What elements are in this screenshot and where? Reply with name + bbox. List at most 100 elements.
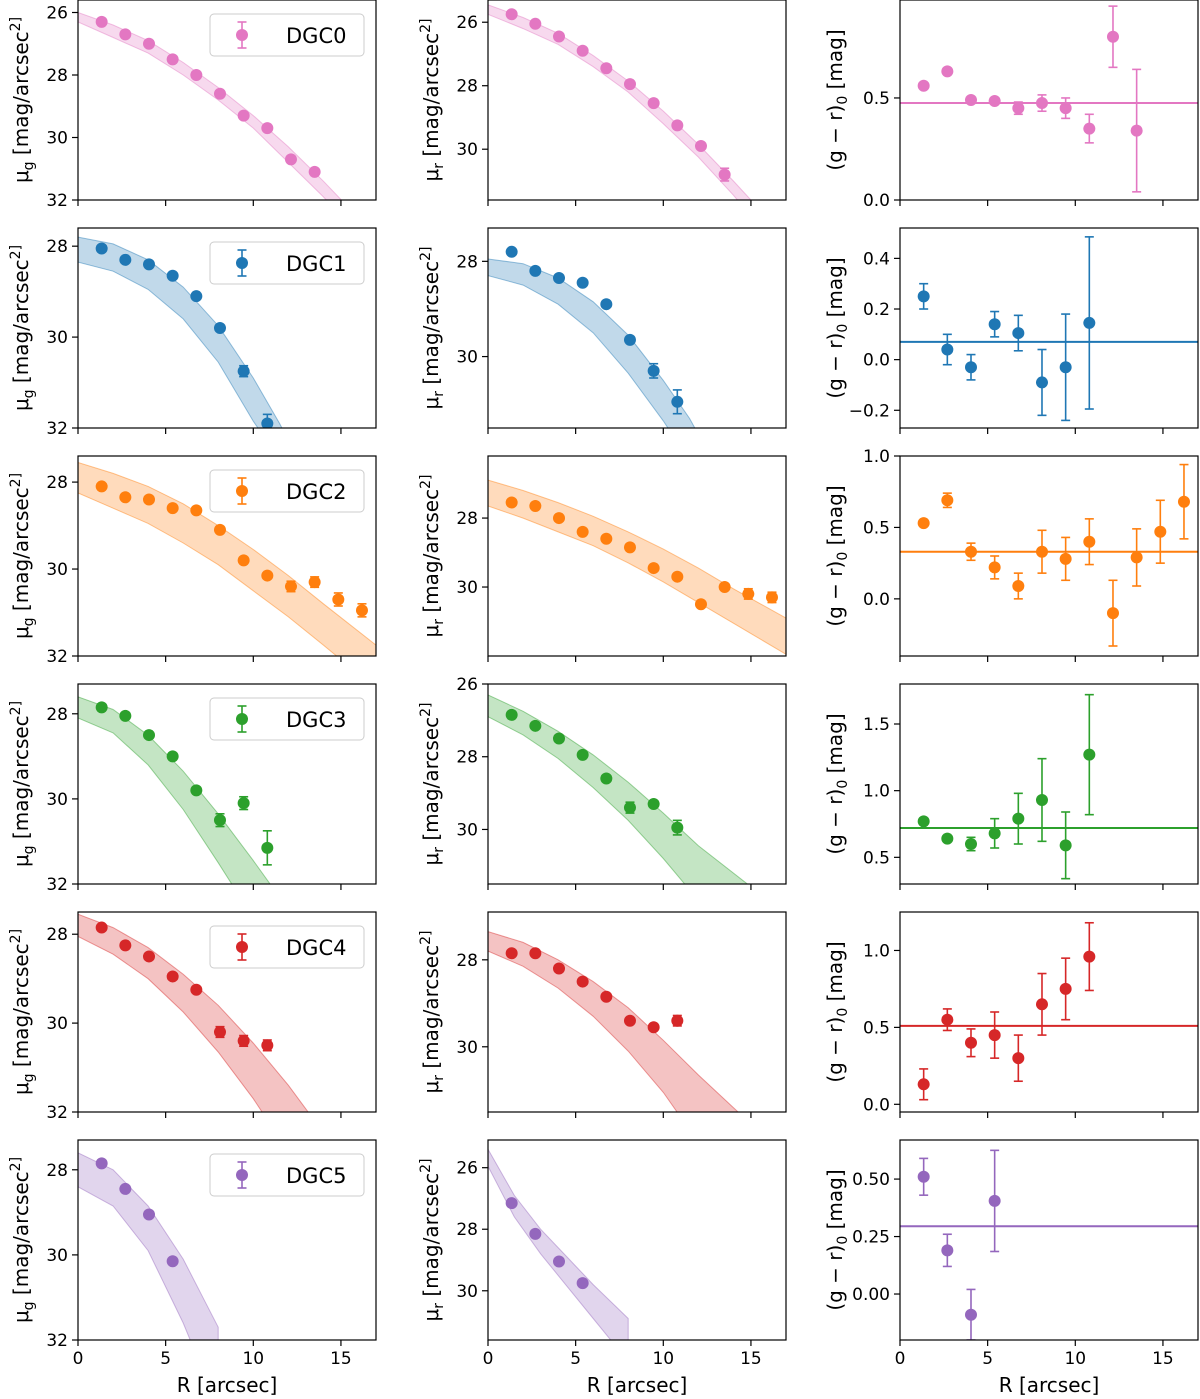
dgc1-mu-r-panel: 28 30 μr [mag/arcsec2]	[418, 227, 787, 434]
data-point	[1083, 535, 1096, 548]
data-point	[213, 322, 226, 334]
y-tick-label: 0.25	[852, 1228, 890, 1248]
data-point	[964, 361, 977, 374]
y-tick-label: 30	[456, 1282, 478, 1302]
axes-frame	[77, 227, 377, 429]
y-axis-label: (g − r)0 [mag]	[823, 29, 851, 170]
y-tick-label: 30	[456, 140, 478, 160]
data-point	[95, 701, 108, 714]
y-axis-label: μr [mag/arcsec2]	[418, 703, 447, 866]
data-point	[237, 797, 250, 810]
y-axis-label: μg [mag/arcsec2]	[8, 245, 37, 411]
y-axis-label: μg [mag/arcsec2]	[8, 473, 37, 639]
y-tick-label: 28	[46, 237, 68, 257]
data-point	[1012, 327, 1025, 340]
data-point	[1130, 124, 1143, 137]
data-point	[941, 65, 954, 78]
y-tick-label: 0.5	[863, 1018, 890, 1038]
data-point	[213, 814, 226, 827]
legend-marker	[236, 1169, 248, 1181]
dgc1-mu-g-panel: 28 30 32 μg [mag/arcsec2] DGC1	[8, 227, 377, 439]
data-point	[988, 827, 1001, 840]
axes-frame	[487, 455, 787, 657]
model-band	[78, 913, 309, 1112]
x-tick-label: 0	[483, 1349, 494, 1369]
data-point	[261, 841, 274, 854]
data-point	[552, 962, 565, 975]
dgc3-mu-r-panel: 26 28 30 μr [mag/arcsec2]	[418, 675, 787, 890]
plot-area	[488, 479, 786, 655]
y-tick-label: 0.4	[863, 249, 890, 269]
data-point	[190, 69, 203, 81]
y-tick-label: 28	[46, 705, 68, 725]
data-point	[119, 253, 132, 266]
y-axis-label: (g − r)0 [mag]	[823, 941, 851, 1082]
data-point	[1059, 361, 1072, 374]
data-point	[917, 1170, 930, 1183]
y-tick-label: 0.5	[863, 848, 890, 868]
data-point	[552, 512, 565, 525]
data-point	[964, 545, 977, 558]
dgc4-color-profile-panel: 0.0 0.5 1.0 (g − r)0 [mag]	[823, 911, 1199, 1118]
plot-area	[900, 236, 1198, 422]
data-point	[552, 272, 565, 284]
data-point	[988, 561, 1001, 574]
x-axis-label: R [arcsec]	[177, 1373, 278, 1397]
data-point	[190, 290, 203, 303]
y-tick-label: 0.5	[863, 89, 890, 109]
legend-label: DGC4	[286, 936, 346, 960]
data-point	[552, 732, 565, 745]
data-point	[964, 94, 977, 106]
legend-marker	[236, 941, 248, 953]
data-point	[576, 1277, 589, 1290]
data-point	[988, 318, 1001, 331]
y-axis-label: μg [mag/arcsec2]	[8, 701, 37, 867]
dgc0-color-profile-panel: 0.0 0.5 (g − r)0 [mag]	[823, 0, 1199, 211]
data-point	[1083, 748, 1096, 761]
y-tick-label: 30	[46, 1246, 68, 1266]
data-point	[1035, 998, 1048, 1011]
data-point	[917, 1078, 930, 1091]
y-tick-label: 1.0	[863, 447, 890, 467]
legend-label: DGC1	[286, 252, 346, 276]
legend	[209, 697, 365, 741]
data-point	[308, 165, 321, 178]
data-point	[1059, 552, 1072, 565]
data-point	[718, 581, 731, 594]
data-point	[576, 276, 589, 289]
data-point	[600, 532, 613, 545]
data-point	[647, 562, 660, 575]
data-point	[237, 554, 250, 567]
data-point	[765, 591, 778, 604]
data-point	[142, 493, 155, 506]
data-point	[1035, 376, 1048, 389]
data-point	[917, 517, 930, 530]
model-band	[78, 461, 376, 656]
dgc2-color-profile-panel: 0.0 0.5 1.0 (g − r)0 [mag]	[823, 447, 1199, 662]
data-point	[647, 364, 660, 377]
y-axis-label: (g − r)0 [mag]	[823, 257, 851, 398]
data-point	[95, 242, 108, 255]
dgc4-mu-r-panel: 28 30 μr [mag/arcsec2]	[418, 911, 787, 1118]
data-point	[671, 821, 684, 834]
axes-frame	[77, 0, 377, 201]
data-point	[742, 587, 755, 600]
legend	[209, 925, 365, 969]
model-band	[488, 694, 748, 884]
data-point	[671, 119, 684, 132]
data-point	[718, 168, 731, 181]
data-point	[284, 153, 297, 166]
y-tick-label: 30	[456, 348, 478, 368]
data-point	[623, 541, 636, 554]
x-tick-label: 10	[652, 1349, 674, 1369]
axes-frame	[899, 227, 1199, 429]
data-point	[941, 494, 954, 507]
x-tick-label: 15	[740, 1349, 762, 1369]
data-point	[917, 290, 930, 303]
plot-area	[78, 11, 343, 200]
data-point	[95, 480, 108, 493]
data-point	[529, 17, 542, 30]
x-tick-label: 15	[330, 1349, 352, 1369]
data-point	[190, 504, 203, 517]
